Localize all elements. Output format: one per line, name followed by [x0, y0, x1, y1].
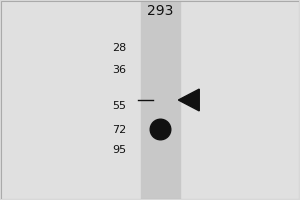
Text: 36: 36 — [112, 65, 126, 75]
Text: 72: 72 — [112, 125, 126, 135]
Text: 293: 293 — [147, 4, 174, 18]
Bar — [141, 1, 180, 199]
Text: 55: 55 — [112, 101, 126, 111]
Text: 28: 28 — [112, 43, 126, 53]
Text: 95: 95 — [112, 145, 126, 155]
Polygon shape — [178, 89, 199, 111]
Point — [158, 70, 163, 73]
